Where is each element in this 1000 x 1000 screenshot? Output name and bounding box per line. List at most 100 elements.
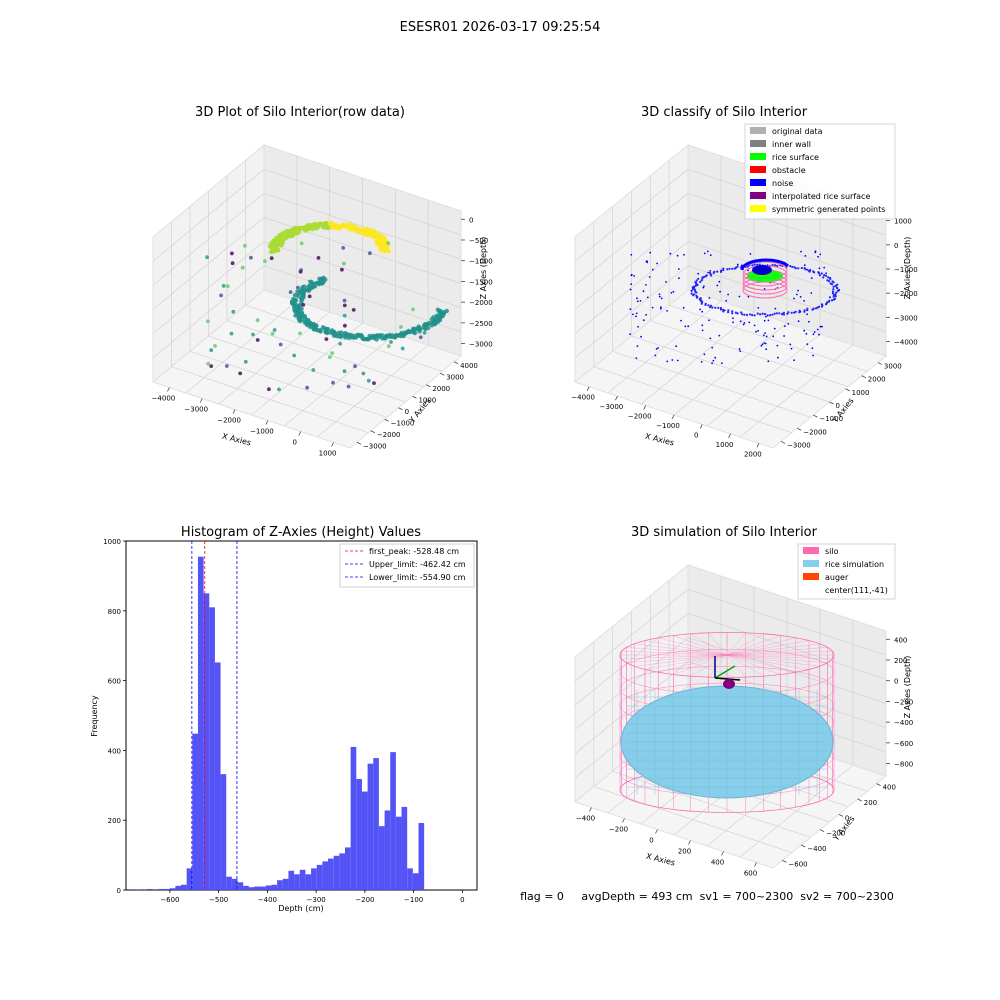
raw-x-tick-mark (298, 431, 302, 436)
histogram-bar (220, 774, 227, 890)
noise-point (748, 321, 751, 324)
cls-x-tick-mark (586, 386, 590, 391)
noise-point (747, 265, 750, 268)
noise-point (773, 327, 776, 330)
cls-y-tick-mark (845, 388, 850, 392)
noise-point (630, 273, 633, 276)
noise-point (678, 277, 680, 280)
raw-z-tick-label: 0 (469, 216, 473, 224)
raw-data-point (342, 261, 346, 266)
sim-z-tick-label: −600 (894, 740, 913, 748)
raw-data-point (243, 243, 247, 248)
noise-point (706, 250, 709, 253)
histogram-bar (260, 886, 266, 890)
noise-point (749, 253, 752, 255)
raw-data-point (295, 289, 300, 294)
sim-y-tick-label: −600 (788, 860, 807, 868)
noise-point (832, 281, 835, 284)
raw-x-tick-label: −1000 (250, 428, 274, 436)
cls-y-tick-mark (829, 401, 834, 405)
noise-point (836, 289, 840, 292)
raw-data-point (296, 285, 300, 290)
cls-y-tick-label: 2000 (868, 376, 886, 384)
noise-point (702, 286, 705, 289)
noise-point (716, 284, 719, 287)
raw-data-point (321, 275, 326, 280)
noise-point (824, 274, 828, 277)
cls-x-tick-label: 1000 (716, 441, 734, 449)
noise-point (670, 292, 673, 294)
sim-x-tick-mark (688, 840, 691, 845)
silo-roof-line (726, 635, 781, 656)
noise-point (836, 283, 839, 286)
noise-point (645, 314, 647, 316)
noise-point (659, 307, 662, 310)
cls-z-tick-label: −3000 (894, 314, 918, 322)
noise-point (764, 332, 766, 334)
noise-point (836, 287, 839, 290)
histogram-x-tick-label: −300 (307, 896, 326, 904)
noise-cluster (752, 265, 772, 275)
raw-data-point (206, 361, 211, 366)
sim-y-tick-label: 200 (864, 799, 877, 807)
noise-point (699, 297, 702, 300)
noise-point (727, 311, 730, 314)
noise-point (695, 279, 698, 282)
sim-x-tick-mark (622, 818, 625, 823)
noise-point (811, 308, 814, 311)
raw-data-point (311, 368, 316, 372)
simulation-auger (714, 656, 741, 689)
histogram-bar (299, 869, 306, 890)
noise-point (763, 288, 766, 290)
sim-x-tick-mark (754, 862, 757, 867)
raw-data-point (221, 284, 226, 288)
noise-point (727, 309, 730, 312)
sim-y-tick-mark (838, 813, 844, 817)
histogram-bar (390, 752, 396, 890)
histogram-bar (265, 885, 272, 890)
raw-data-point (230, 261, 235, 266)
raw-data-point (336, 330, 341, 336)
silo-roof-line (726, 643, 820, 656)
noise-point (767, 360, 770, 363)
noise-point (757, 307, 760, 309)
simulation-legend-swatch (803, 573, 819, 580)
raw-scatter-axes-box (151, 143, 463, 449)
noise-point (629, 308, 632, 311)
noise-point (675, 345, 678, 348)
raw-data-point (251, 332, 255, 337)
noise-point (635, 315, 637, 318)
silo-roof-line (626, 647, 728, 656)
cls-floor-grid (739, 344, 854, 438)
histogram-bar (147, 888, 153, 890)
raw-data-point (324, 337, 329, 341)
histogram-xlabel: Depth (cm) (278, 904, 323, 913)
classify-legend-label: inner wall (772, 140, 811, 149)
noise-point (803, 300, 805, 302)
cls-y-tick-mark (797, 427, 802, 431)
noise-point (756, 263, 759, 266)
noise-point (810, 277, 813, 279)
histogram-bar (344, 847, 351, 890)
noise-point (719, 307, 723, 310)
noise-point (656, 262, 658, 265)
noise-point (820, 305, 824, 308)
noise-point (632, 313, 634, 316)
raw-data-point (294, 303, 300, 308)
classify-legend-swatch (750, 140, 766, 147)
noise-point (701, 276, 704, 279)
silo-roof-line (690, 633, 728, 656)
cls-y-tick-label: 1000 (852, 389, 870, 397)
raw-data-point (329, 328, 335, 333)
noise-point (648, 276, 651, 278)
raw-y-tick-label: −3000 (363, 442, 387, 450)
raw-data-point (301, 284, 307, 289)
cls-y-tick-mark (877, 362, 883, 365)
noise-point (763, 342, 766, 344)
silo-roof-line (726, 654, 796, 673)
noise-point (812, 333, 815, 336)
sim-x-tick-mark (589, 807, 592, 812)
histogram-y-ticks: 0 200 400 600 800 1000 (103, 538, 126, 895)
classify-legend-label: rice surface (772, 153, 819, 162)
